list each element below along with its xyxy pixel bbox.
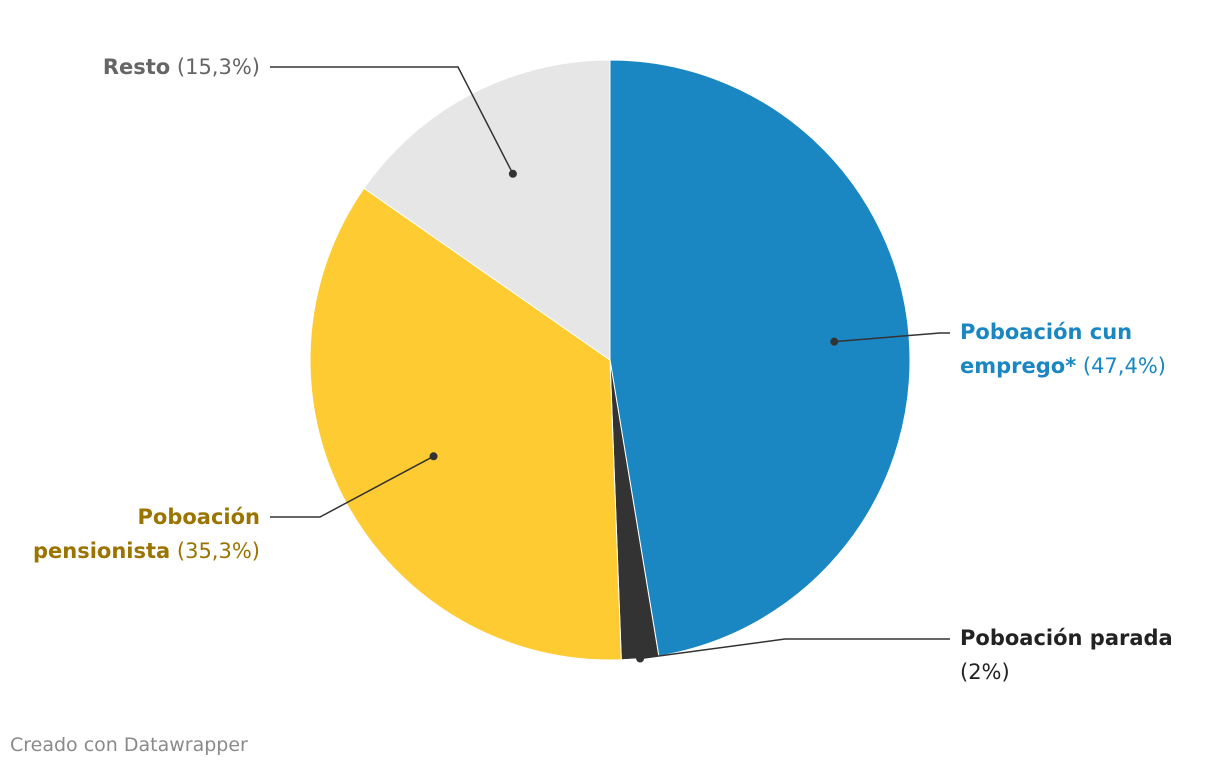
slice-label-name: emprego* <box>960 354 1076 378</box>
slice-label-name: Poboación cun <box>960 320 1132 344</box>
pie-slices <box>309 59 911 661</box>
slice-label-name: pensionista <box>33 539 170 563</box>
slice-label-name: Poboación <box>138 505 260 529</box>
slice-label-percent: (35,3%) <box>170 539 260 563</box>
slice-label-name: Resto <box>103 55 170 79</box>
leader-line-2 <box>270 455 434 518</box>
slice-label-percent: (47,4%) <box>1076 354 1166 378</box>
pie-slice-0 <box>609 59 911 657</box>
slice-label-1: Poboación parada (2%) <box>960 626 1173 684</box>
leader-line-1 <box>640 638 950 660</box>
slice-label-3: Resto (15,3%) <box>103 55 260 79</box>
slice-label-2: Poboación pensionista (35,3%) <box>33 505 260 563</box>
slice-label-name: Poboación parada <box>960 626 1173 650</box>
slice-labels: Poboación cun emprego* (47,4%) Poboación p… <box>33 55 1173 684</box>
leader-lines <box>270 66 950 663</box>
footer-credit: Creado con Datawrapper <box>10 734 248 756</box>
leader-line-3 <box>270 66 514 175</box>
leader-line-0 <box>834 332 950 343</box>
pie-slice-2 <box>309 187 622 661</box>
slice-label-percent: (2%) <box>960 660 1010 684</box>
slice-label-0: Poboación cun emprego* (47,4%) <box>960 320 1166 378</box>
slice-label-percent: (15,3%) <box>170 55 260 79</box>
